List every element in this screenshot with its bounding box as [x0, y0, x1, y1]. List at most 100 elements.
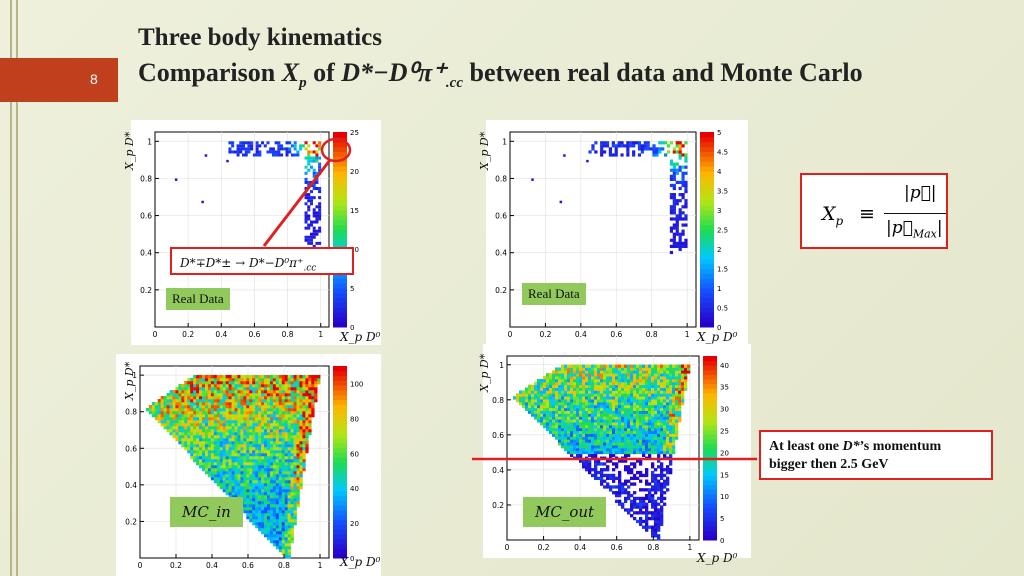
bin: [543, 384, 547, 388]
bin: [666, 150, 671, 154]
y-tick-label: 0.4: [492, 466, 504, 475]
bin: [621, 410, 625, 414]
bin: [293, 153, 297, 157]
bin: [639, 376, 643, 380]
bin: [660, 436, 664, 440]
bin: [255, 498, 259, 502]
bin: [612, 473, 616, 478]
bin: [672, 186, 676, 191]
bin: [594, 393, 598, 397]
bin: [633, 511, 637, 515]
bin: [573, 413, 577, 417]
bin: [627, 430, 631, 434]
bin: [549, 393, 553, 397]
bin: [252, 405, 256, 409]
bin: [639, 410, 643, 414]
bin: [608, 150, 613, 154]
bin: [640, 144, 644, 148]
bin: [187, 426, 191, 430]
x-tick-label: 1: [318, 561, 323, 570]
bin: [640, 147, 644, 151]
bin: [318, 196, 322, 200]
bin: [213, 474, 218, 478]
bin: [633, 427, 637, 432]
colorbar-segment: [703, 383, 717, 389]
bin: [312, 159, 316, 163]
bin: [252, 432, 256, 436]
bin: [196, 462, 200, 466]
bin: [549, 422, 553, 426]
bin: [266, 531, 271, 535]
bin: [284, 417, 288, 421]
bin: [678, 384, 682, 388]
bin: [284, 477, 288, 481]
bin: [293, 450, 297, 454]
bin: [645, 470, 649, 475]
bin: [645, 493, 649, 498]
bin: [264, 378, 268, 382]
bin: [210, 411, 215, 415]
bin: [228, 462, 232, 466]
bin: [261, 525, 265, 529]
bin: [579, 453, 583, 457]
bin: [184, 438, 188, 442]
bin: [261, 498, 265, 502]
bin: [234, 414, 238, 418]
bin: [266, 483, 271, 487]
bin: [216, 384, 221, 388]
bin: [296, 414, 300, 418]
bin: [585, 456, 589, 460]
bin: [639, 436, 643, 440]
bin: [606, 364, 610, 368]
bin: [591, 370, 595, 374]
bin: [675, 410, 679, 414]
bin: [193, 435, 197, 439]
bin: [287, 441, 291, 445]
bin: [304, 180, 308, 184]
bin: [255, 504, 259, 508]
bin: [210, 405, 215, 409]
bin: [302, 384, 306, 388]
bin: [261, 459, 265, 463]
bin: [675, 430, 679, 434]
bin: [660, 399, 664, 403]
bin: [287, 435, 291, 439]
bin: [537, 381, 541, 386]
bin: [213, 462, 218, 466]
bin: [284, 507, 288, 511]
bin: [299, 402, 303, 406]
bin: [252, 462, 256, 466]
bin: [594, 413, 598, 417]
bin: [570, 393, 574, 397]
bin: [225, 486, 229, 490]
bin: [648, 407, 652, 411]
bin: [669, 226, 674, 230]
bin: [264, 531, 268, 535]
bin: [216, 444, 221, 448]
bin: [606, 393, 610, 397]
bin: [591, 367, 595, 371]
bin: [255, 480, 259, 484]
bin: [558, 384, 562, 388]
bin: [302, 468, 306, 472]
bin: [216, 462, 221, 466]
bin: [219, 420, 223, 424]
bin: [612, 381, 616, 386]
bin: [642, 525, 646, 529]
bin: [318, 241, 322, 245]
bin: [290, 459, 294, 463]
bin: [654, 522, 658, 526]
bin: [657, 502, 661, 506]
bin: [561, 393, 565, 397]
bin: [240, 474, 244, 478]
bin: [621, 396, 625, 400]
bin: [216, 426, 221, 430]
bin: [615, 430, 619, 434]
bin: [305, 429, 309, 433]
bin: [249, 426, 253, 430]
bin: [290, 483, 294, 487]
bin: [597, 410, 601, 414]
bin: [231, 414, 235, 418]
bin: [237, 405, 241, 409]
bin: [264, 456, 268, 460]
